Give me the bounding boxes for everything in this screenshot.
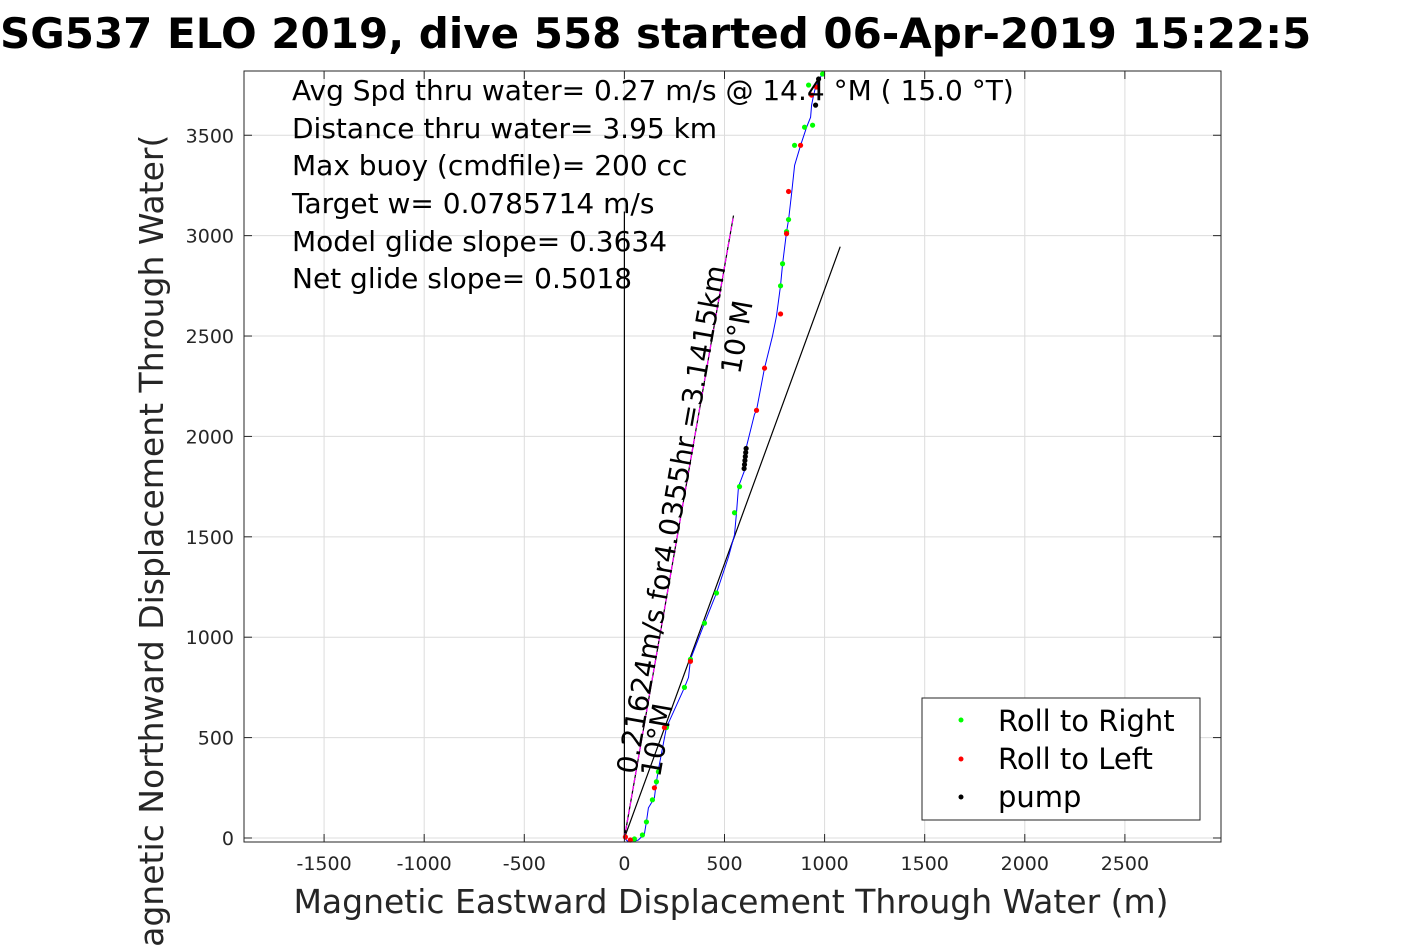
- point-roll-to-left: [797, 142, 804, 148]
- point-roll-to-left: [651, 785, 658, 791]
- y-tick-label: 0: [222, 828, 234, 850]
- point-roll-to-right: [736, 484, 743, 490]
- y-tick-label: 3000: [186, 226, 234, 248]
- y-tick-label: 1000: [186, 627, 234, 649]
- point-roll-to-right: [649, 797, 656, 803]
- point-pump: [815, 76, 822, 82]
- annotation-avg-speed: Avg Spd thru water= 0.27 m/s @ 14.4 °M (…: [292, 74, 1014, 107]
- annotation-target-w: Target w= 0.0785714 m/s: [291, 187, 654, 220]
- point-pump: [742, 453, 748, 460]
- legend-marker-roll-left: [958, 756, 964, 762]
- point-roll-to-right: [701, 620, 708, 626]
- annotation-net-glide: Net glide slope= 0.5018: [292, 262, 632, 295]
- legend-label-roll-right: Roll to Right: [998, 704, 1175, 738]
- legend-label-pump: pump: [998, 780, 1081, 814]
- y-tick-label: 3500: [186, 125, 234, 147]
- annotation-max-buoy: Max buoy (cmdfile)= 200 cc: [292, 149, 687, 182]
- chart-title: SG537 ELO 2019, dive 558 started 06-Apr-…: [0, 9, 1311, 58]
- y-tick-label: 1500: [186, 527, 234, 549]
- x-tick-label: 2500: [1101, 853, 1149, 875]
- point-roll-to-right: [819, 71, 826, 77]
- point-pump: [743, 445, 749, 452]
- x-tick-label: 2000: [1001, 853, 1049, 875]
- point-roll-to-right: [785, 216, 792, 223]
- point-roll-to-right: [653, 779, 660, 785]
- point-roll-to-right: [631, 836, 637, 842]
- point-roll-to-left: [783, 231, 790, 237]
- point-pump: [741, 465, 747, 472]
- x-tick-label: -1500: [296, 853, 351, 875]
- legend-marker-pump: [958, 794, 964, 800]
- point-roll-to-right: [639, 832, 646, 838]
- x-ticks: -1500 -1000 -500 0 500 1000 1500 2000 2500: [296, 71, 1149, 875]
- legend-label-roll-left: Roll to Left: [998, 742, 1153, 776]
- point-roll-to-left: [661, 724, 668, 731]
- y-axis-label: Magnetic Northward Displacement Through …: [132, 135, 171, 945]
- point-roll-to-right: [805, 82, 812, 88]
- point-roll-to-right: [809, 122, 816, 128]
- annotation-block: Avg Spd thru water= 0.27 m/s @ 14.4 °M (…: [291, 74, 1014, 295]
- point-pump: [742, 457, 748, 464]
- x-tick-label: -1000: [397, 853, 452, 875]
- y-tick-label: 500: [198, 728, 234, 750]
- x-tick-label: 1500: [901, 853, 949, 875]
- point-roll-to-left: [777, 311, 784, 317]
- x-axis-label: Magnetic Eastward Displacement Through W…: [293, 882, 1168, 921]
- x-tick-label: 1000: [800, 853, 848, 875]
- x-tick-label: -500: [503, 853, 546, 875]
- annotation-distance: Distance thru water= 3.95 km: [292, 112, 717, 145]
- y-ticks: 0 500 1000 1500 2000 2500 3000 3500: [186, 125, 1221, 850]
- point-roll-to-right: [655, 769, 662, 775]
- point-roll-to-left: [687, 658, 694, 664]
- point-roll-to-right: [713, 590, 720, 596]
- point-pump: [741, 461, 748, 468]
- point-roll-to-left: [761, 365, 768, 371]
- point-pump: [743, 449, 749, 456]
- points-group: [622, 71, 826, 843]
- point-roll-to-right: [777, 283, 784, 289]
- point-roll-to-left: [813, 84, 820, 90]
- plot-area-border: [243, 70, 1222, 843]
- x-tick-label: 500: [706, 853, 742, 875]
- point-roll-to-right: [801, 124, 808, 130]
- point-pump: [812, 102, 819, 108]
- heading-line-dashed: [623, 215, 735, 839]
- point-roll-to-left: [753, 407, 760, 413]
- legend-box: [921, 697, 1201, 821]
- y-tick-label: 2500: [186, 326, 234, 348]
- point-roll-to-left: [622, 834, 628, 840]
- y-tick-label: 2000: [186, 426, 234, 448]
- point-roll-to-right: [731, 510, 738, 516]
- point-roll-to-right: [643, 819, 650, 825]
- point-roll-to-left: [785, 188, 792, 195]
- point-roll-to-right: [791, 142, 798, 148]
- point-roll-to-left: [627, 837, 633, 843]
- x-tick-label: 0: [618, 853, 630, 875]
- point-roll-to-right: [779, 261, 786, 267]
- point-roll-to-left: [808, 92, 815, 98]
- point-roll-to-right: [681, 684, 688, 690]
- legend-marker-roll-right: [958, 717, 964, 723]
- legend: Roll to Right Roll to Left pump: [921, 697, 1201, 821]
- annotation-model-glide: Model glide slope= 0.3634: [292, 225, 667, 258]
